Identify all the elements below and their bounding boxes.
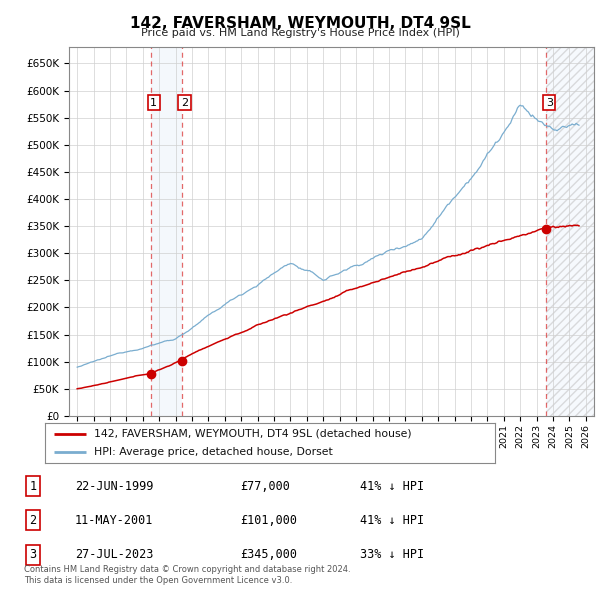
Text: 11-MAY-2001: 11-MAY-2001 — [75, 514, 154, 527]
Text: HPI: Average price, detached house, Dorset: HPI: Average price, detached house, Dors… — [95, 447, 333, 457]
Text: 142, FAVERSHAM, WEYMOUTH, DT4 9SL (detached house): 142, FAVERSHAM, WEYMOUTH, DT4 9SL (detac… — [95, 429, 412, 439]
Text: 3: 3 — [29, 548, 37, 561]
Text: 2: 2 — [29, 514, 37, 527]
Bar — [151, 47, 182, 416]
Text: 1: 1 — [151, 97, 157, 107]
Text: 22-JUN-1999: 22-JUN-1999 — [75, 480, 154, 493]
Text: 41% ↓ HPI: 41% ↓ HPI — [360, 480, 424, 493]
Text: Price paid vs. HM Land Registry's House Price Index (HPI): Price paid vs. HM Land Registry's House … — [140, 28, 460, 38]
Text: £345,000: £345,000 — [240, 548, 297, 561]
Text: 27-JUL-2023: 27-JUL-2023 — [75, 548, 154, 561]
Text: This data is licensed under the Open Government Licence v3.0.: This data is licensed under the Open Gov… — [24, 576, 292, 585]
Text: £77,000: £77,000 — [240, 480, 290, 493]
Text: 41% ↓ HPI: 41% ↓ HPI — [360, 514, 424, 527]
Bar — [546, 47, 594, 416]
Text: 142, FAVERSHAM, WEYMOUTH, DT4 9SL: 142, FAVERSHAM, WEYMOUTH, DT4 9SL — [130, 16, 470, 31]
Bar — [546, 47, 594, 416]
Text: 2: 2 — [181, 97, 188, 107]
Text: 3: 3 — [546, 97, 553, 107]
Text: £101,000: £101,000 — [240, 514, 297, 527]
Text: 1: 1 — [29, 480, 37, 493]
Text: Contains HM Land Registry data © Crown copyright and database right 2024.: Contains HM Land Registry data © Crown c… — [24, 565, 350, 574]
Text: 33% ↓ HPI: 33% ↓ HPI — [360, 548, 424, 561]
